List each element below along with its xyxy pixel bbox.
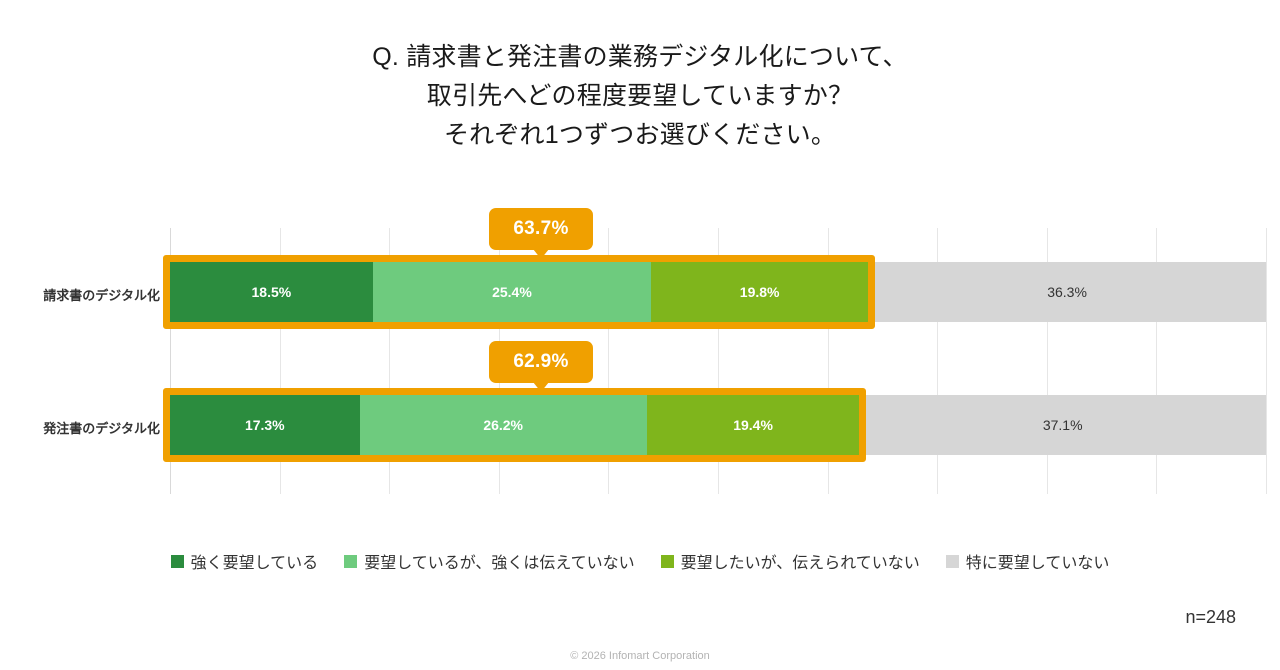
square-swatch-icon bbox=[170, 554, 184, 568]
footer-copyright: © 2026 Infomart Corporation bbox=[570, 650, 710, 662]
gridline bbox=[608, 228, 610, 494]
bar-segment-want-not-told[interactable]: 19.4% bbox=[646, 395, 860, 455]
square-swatch-icon bbox=[945, 554, 959, 568]
bar-segment-value: 18.5% bbox=[251, 284, 292, 300]
gridline bbox=[1266, 228, 1267, 494]
bar-segment-no-request[interactable]: 36.3% bbox=[868, 262, 1266, 322]
square-swatch-icon bbox=[660, 554, 674, 568]
bar-segment-strong-request[interactable]: 17.3% bbox=[170, 395, 360, 455]
page-title-line-2: 取引先へどの程度要望していますか？ bbox=[426, 82, 854, 110]
table-row: 17.3% 26.2% 19.4% 37.1% bbox=[163, 388, 1266, 462]
bar-segment-value: 17.3% bbox=[244, 417, 285, 433]
legend-item-label: 特に要望していない bbox=[965, 555, 1110, 572]
table-row: 18.5% 25.4% 19.8% 36.3% bbox=[163, 255, 1266, 329]
gridline bbox=[389, 228, 391, 494]
legend-item-no-request[interactable]: 特に要望していない bbox=[945, 549, 1110, 573]
legend-item-request-not-strong[interactable]: 要望しているが、強くは伝えていない bbox=[344, 549, 635, 573]
legend-item-label: 要望したいが、伝えられていない bbox=[680, 555, 920, 572]
gridline bbox=[1046, 228, 1048, 494]
bar-segment-value: 19.8% bbox=[739, 284, 780, 300]
bar-segment-value: 37.1% bbox=[1042, 417, 1083, 433]
gridline bbox=[1156, 228, 1158, 494]
legend-item-label: 要望しているが、強くは伝えていない bbox=[364, 555, 635, 572]
square-swatch-icon bbox=[344, 554, 358, 568]
gridline bbox=[279, 228, 281, 494]
bar-segment-want-not-told[interactable]: 19.8% bbox=[651, 262, 869, 322]
gridline bbox=[937, 228, 939, 494]
legend: 強く要望している 要望しているが、強くは伝えていない 要望したいが、伝えられてい… bbox=[0, 549, 1280, 573]
legend-item-strong-request[interactable]: 強く要望している bbox=[170, 549, 319, 573]
callout-total-invoice: 63.7% bbox=[489, 208, 593, 259]
category-label-invoice: 請求書のデジタル化 bbox=[43, 288, 160, 303]
bar-segment-value: 25.4% bbox=[492, 284, 532, 300]
bar-segment-strong-request[interactable]: 18.5% bbox=[170, 262, 373, 322]
page-title-line-3: それぞれ1つずつお選びください。 bbox=[443, 121, 837, 149]
bar-segment-value: 36.3% bbox=[1047, 284, 1087, 300]
gridline bbox=[827, 228, 829, 494]
gridline bbox=[170, 228, 171, 494]
category-label-purchase-order: 発注書のデジタル化 bbox=[43, 421, 160, 436]
stacked-bar-chart-plot-area: 18.5% 25.4% 19.8% 36.3% 17.3% 26.2% 19.4… bbox=[163, 208, 1267, 494]
bar-segment-request-not-strong[interactable]: 25.4% bbox=[372, 262, 652, 322]
legend-item-want-not-told[interactable]: 要望したいが、伝えられていない bbox=[660, 549, 920, 573]
page-title: Q. 請求書と発注書の業務デジタル化について、 取引先へどの程度要望していますか… bbox=[0, 38, 1280, 155]
bar-segment-value: 26.2% bbox=[483, 417, 524, 433]
bar-segment-no-request[interactable]: 37.1% bbox=[859, 395, 1266, 455]
page-title-line-1: Q. 請求書と発注書の業務デジタル化について、 bbox=[372, 43, 908, 71]
bar-segment-request-not-strong[interactable]: 26.2% bbox=[359, 395, 647, 455]
gridline bbox=[718, 228, 719, 494]
sample-size-note: n=248 bbox=[1185, 607, 1236, 627]
legend-item-label: 強く要望している bbox=[190, 555, 319, 572]
callout-total-purchase-order: 62.9% bbox=[489, 341, 593, 392]
bar-segment-value: 19.4% bbox=[733, 417, 773, 433]
